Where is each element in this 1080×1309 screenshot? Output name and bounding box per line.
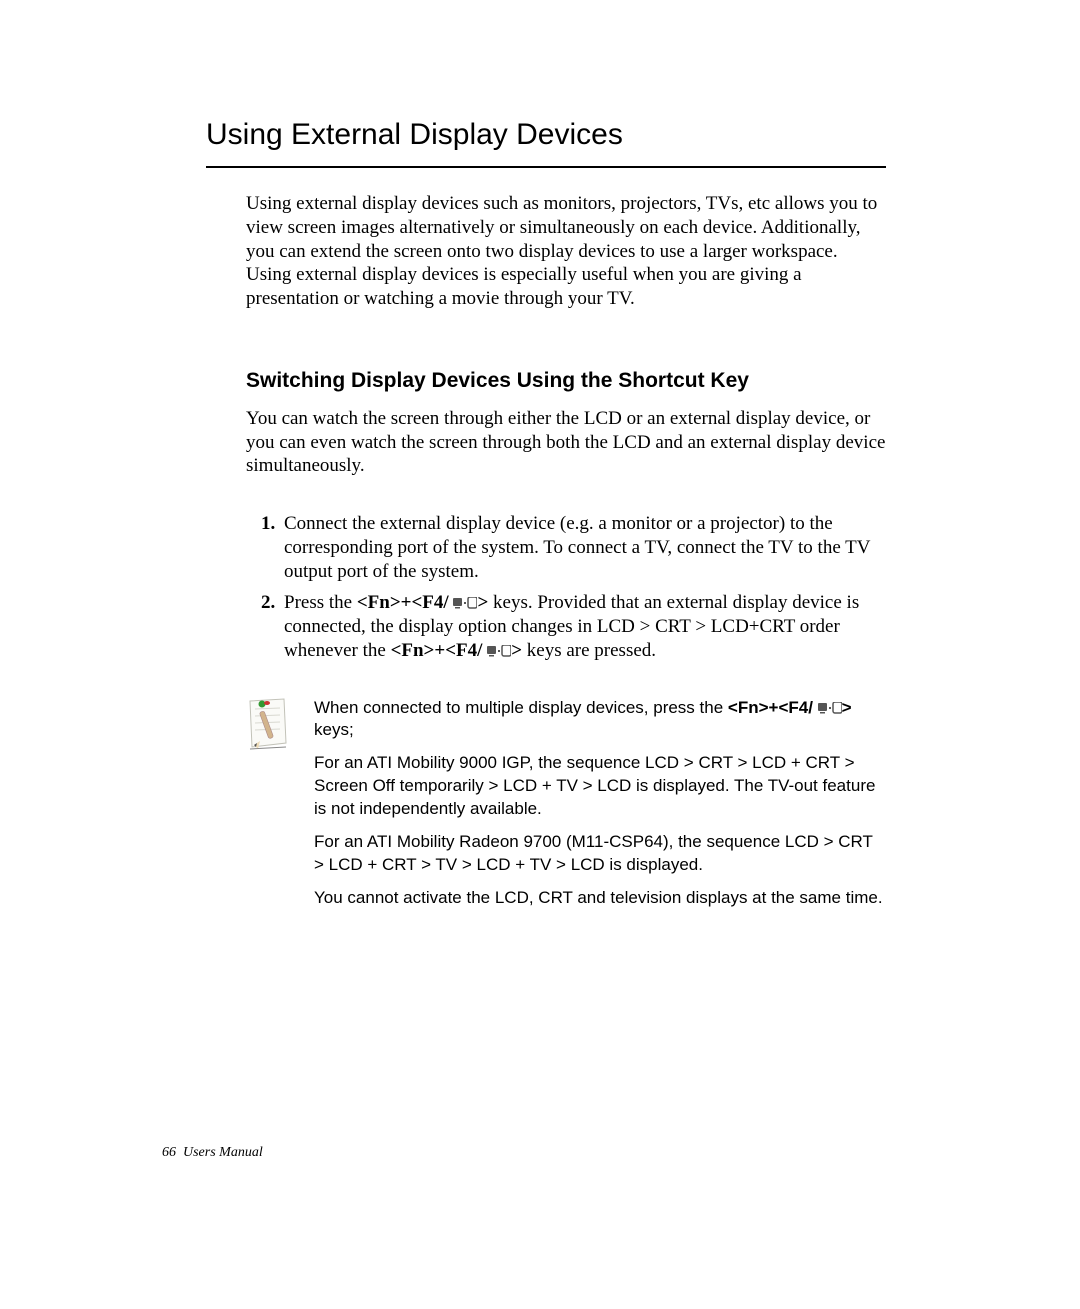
footer-label: Users Manual [183,1145,263,1160]
note-line: When connected to multiple display devic… [314,698,728,717]
keycap: <Fn>+<F4/ > [728,698,852,717]
lcd-crt-icon [453,597,477,609]
step-item: Press the <Fn>+<F4/ > keys. Provided tha… [280,591,886,662]
step-item: Connect the external display device (e.g… [280,512,886,583]
lcd-crt-icon [487,645,511,657]
step-text: Press the [284,592,357,613]
footer-page-number: 66 [162,1145,176,1160]
step-text: keys are pressed. [522,640,656,661]
title-rule [206,166,886,168]
keycap: <Fn>+<F4/ > [357,592,488,613]
keycap: <Fn>+<F4/ > [391,640,522,661]
note-line: keys; [314,720,354,739]
section-paragraph: You can watch the screen through either … [246,407,886,478]
note-line: For an ATI Mobility Radeon 9700 (M11-CSP… [314,831,886,877]
note-line: You cannot activate the LCD, CRT and tel… [314,887,886,910]
note-block: When connected to multiple display devic… [246,697,886,921]
page-footer: 66 Users Manual [162,1145,263,1161]
lcd-crt-icon [818,702,842,714]
steps-list: Connect the external display device (e.g… [246,512,886,663]
page-title: Using External Display Devices [206,118,886,152]
section-subhead: Switching Display Devices Using the Shor… [246,369,886,393]
note-icon [246,697,290,758]
note-text: When connected to multiple display devic… [314,697,886,921]
step-text: Connect the external display device (e.g… [284,513,870,582]
intro-paragraph: Using external display devices such as m… [246,192,886,311]
note-line: For an ATI Mobility 9000 IGP, the sequen… [314,752,886,821]
